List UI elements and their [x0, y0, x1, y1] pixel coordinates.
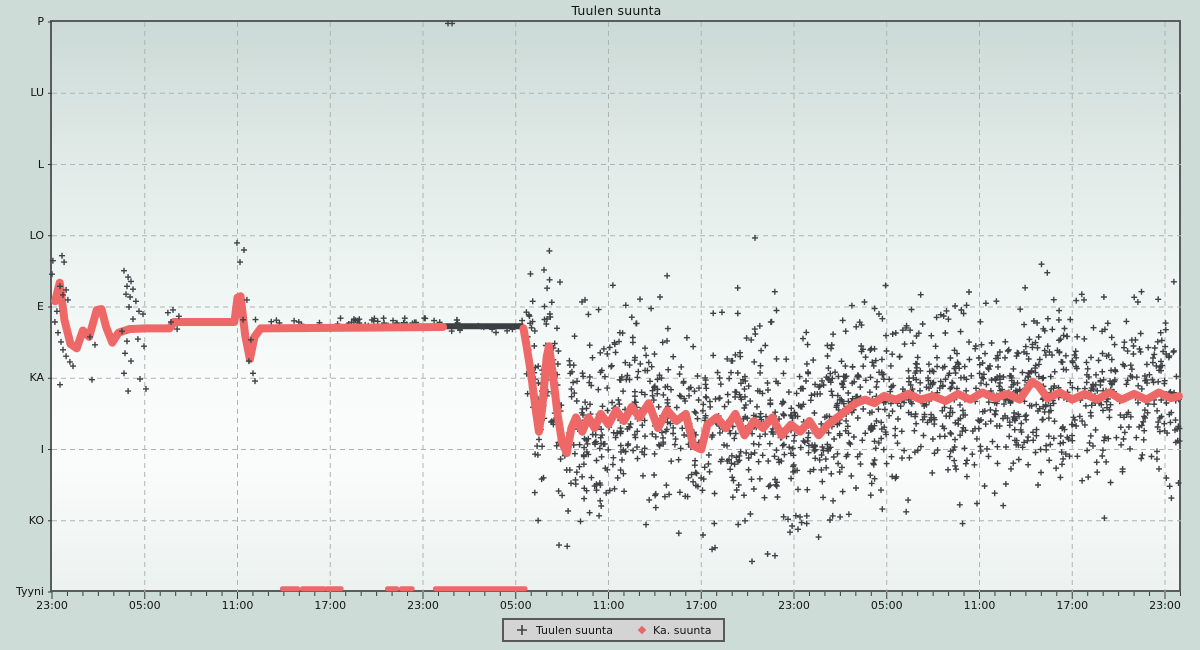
x-axis-label-10: 11:00 [963, 599, 996, 612]
x-axis-label-0: 23:00 [36, 599, 68, 612]
diamond-marker-icon [637, 625, 647, 635]
y-axis-label-i: I [40, 442, 44, 456]
y-axis-label-l: L [37, 157, 44, 171]
x-axis-label-3: 17:00 [314, 599, 347, 612]
y-axis-label-tyyni: Tyyni [15, 585, 44, 598]
y-axis-label-ko: KO [28, 513, 44, 527]
plus-marker-icon [516, 624, 528, 636]
chart-title: Tuulen suunta [571, 3, 662, 18]
legend-label-tuulen-suunta: Tuulen suunta [536, 623, 613, 637]
y-axis-label-e: E [37, 300, 44, 313]
x-axis-label-11: 17:00 [1056, 599, 1089, 612]
x-axis-label-1: 05:00 [128, 599, 161, 612]
x-axis-label-12: 23:00 [1149, 599, 1181, 612]
x-axis-label-8: 23:00 [778, 599, 810, 612]
legend: Tuulen suunta Ka. suunta [502, 618, 726, 642]
y-axis-label-lu: LU [30, 86, 44, 100]
x-axis-label-4: 23:00 [407, 599, 439, 612]
legend-label-ka-suunta: Ka. suunta [652, 623, 712, 637]
y-axis-label-p: P [37, 15, 44, 28]
x-axis-label-2: 11:00 [221, 599, 254, 612]
y-axis-label-lo: LO [29, 228, 44, 242]
x-axis-label-6: 11:00 [592, 599, 625, 612]
y-axis-label-ka: KA [29, 371, 44, 385]
x-axis-label-7: 17:00 [685, 599, 718, 612]
x-axis-label-9: 05:00 [870, 599, 903, 612]
x-axis-label-5: 05:00 [499, 599, 532, 612]
